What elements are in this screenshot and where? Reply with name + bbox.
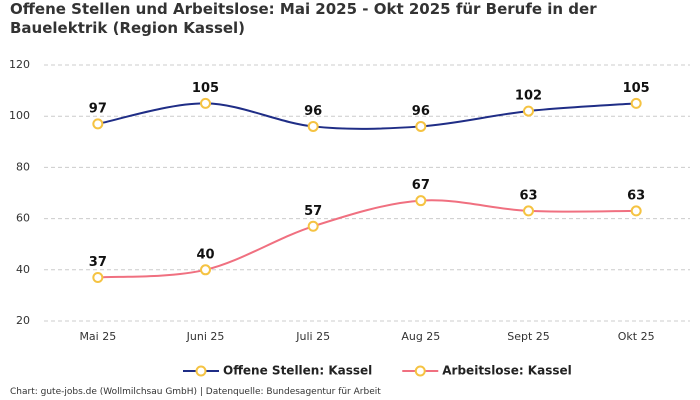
x-tick-label: Sept 25: [507, 330, 550, 343]
legend-marker: [195, 365, 207, 377]
y-tick-label: 20: [16, 314, 30, 327]
x-tick-label: Mai 25: [79, 330, 116, 343]
chart-title: Offene Stellen und Arbeitslose: Mai 2025…: [10, 0, 597, 37]
point-marker: [415, 195, 427, 207]
x-tick-label: Juli 25: [295, 330, 330, 343]
point-marker: [630, 205, 642, 217]
point-marker: [630, 97, 642, 109]
x-tick-label: Aug 25: [401, 330, 440, 343]
data-label: 105: [192, 81, 219, 96]
data-label: 96: [412, 104, 430, 119]
data-label: 37: [89, 255, 107, 270]
point-marker: [523, 105, 534, 117]
data-label: 96: [304, 104, 322, 119]
data-label: 57: [304, 204, 322, 219]
series-line: [97, 199, 637, 279]
y-tick-label: 60: [16, 212, 30, 225]
point-marker: [92, 118, 104, 130]
series-line: [97, 102, 637, 130]
data-label: 63: [627, 188, 645, 203]
data-label: 97: [89, 101, 107, 116]
point-marker: [307, 220, 319, 232]
point-marker: [415, 120, 427, 132]
point-marker: [200, 264, 211, 276]
point-marker: [307, 120, 319, 132]
y-tick-label: 100: [9, 109, 30, 122]
point-marker: [523, 205, 534, 217]
point-marker: [200, 97, 211, 109]
data-label: 102: [515, 89, 542, 104]
chart-footer: Chart: gute-jobs.de (Wollmilchsau GmbH) …: [10, 387, 381, 397]
y-tick-label: 120: [9, 58, 30, 71]
x-tick-label: Juni 25: [186, 330, 225, 343]
data-label: 105: [623, 81, 650, 96]
data-label: 40: [196, 247, 214, 262]
legend-marker: [414, 365, 426, 377]
y-tick-label: 40: [16, 263, 30, 276]
x-tick-label: Okt 25: [618, 330, 655, 343]
y-tick-label: 80: [16, 160, 30, 173]
legend-label: Arbeitslose: Kassel: [442, 364, 571, 378]
point-marker: [92, 271, 104, 283]
data-label: 63: [519, 188, 537, 203]
chart: 20 40 60 80 100 120 Mai 25 Juni 25 Juli 25 Aug 25…: [9, 58, 690, 378]
data-label: 67: [412, 178, 430, 193]
legend-label: Offene Stellen: Kassel: [223, 364, 372, 378]
